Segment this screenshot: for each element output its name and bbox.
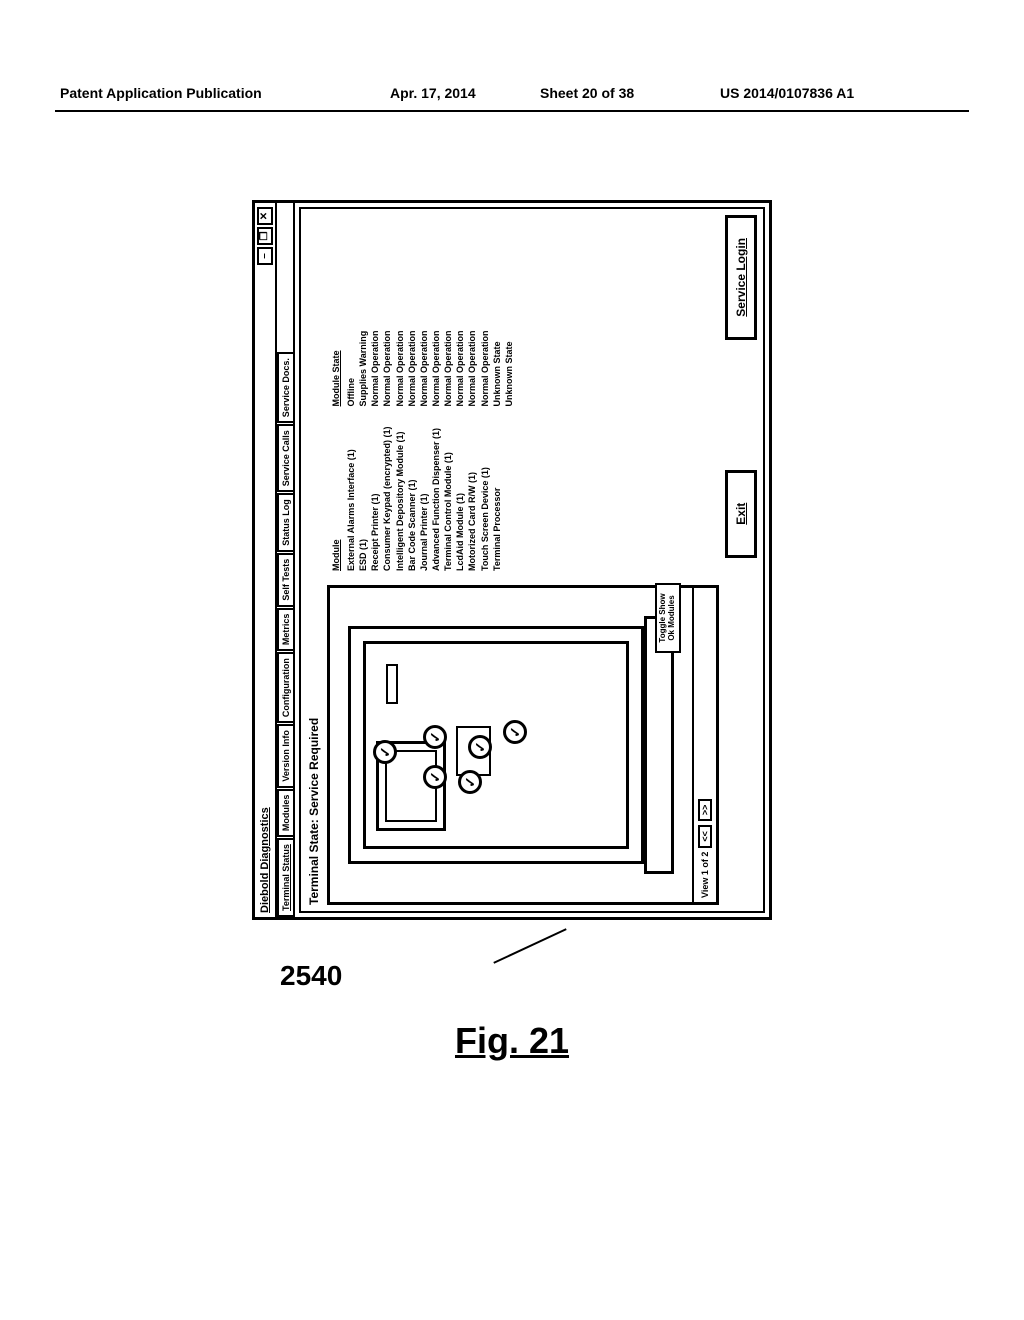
callout-line (493, 928, 566, 964)
atm-view-panel: Toggle Show Ok Modules View 1 of 2 << >> (327, 585, 719, 905)
module-status-icon[interactable] (373, 740, 397, 764)
module-state: Normal Operation (381, 330, 393, 406)
prev-view-button[interactable]: << (698, 825, 712, 848)
module-name: Terminal Control Module (1) (442, 426, 454, 571)
content-area: Terminal State: Service Required (299, 207, 765, 913)
callout-reference: 2540 (280, 960, 342, 992)
module-name: LcdAid Module (1) (454, 426, 466, 571)
module-status-icon[interactable] (458, 770, 482, 794)
maximize-button[interactable]: ❐ (257, 227, 273, 245)
tab-modules[interactable]: Modules (277, 789, 293, 838)
module-name: Intelligent Depository Module (1) (394, 426, 406, 571)
tab-service-docs[interactable]: Service Docs. (277, 352, 293, 423)
terminal-state-label: Terminal State: Service Required (307, 215, 321, 905)
module-status-icon[interactable] (468, 735, 492, 759)
tab-self-tests[interactable]: Self Tests (277, 553, 293, 607)
bottom-button-row: Exit Service Login (725, 215, 757, 905)
atm-base (644, 616, 674, 874)
module-name: Receipt Printer (1) (369, 426, 381, 571)
module-name: Consumer Keypad (encrypted) (1) (381, 426, 393, 571)
tab-status-log[interactable]: Status Log (277, 493, 293, 552)
service-login-button[interactable]: Service Login (725, 215, 757, 340)
toggle-ok-modules-button[interactable]: Toggle Show Ok Modules (655, 583, 681, 653)
main-area: Toggle Show Ok Modules View 1 of 2 << >>… (327, 215, 719, 905)
module-list-panel: Module External Alarms Interface (1) ESD… (327, 215, 719, 575)
figure-label: Fig. 21 (455, 1020, 569, 1062)
module-state: Normal Operation (479, 330, 491, 406)
module-state: Normal Operation (369, 330, 381, 406)
atm-inner (363, 641, 629, 849)
module-column: Module External Alarms Interface (1) ESD… (331, 426, 515, 571)
module-table: Module External Alarms Interface (1) ESD… (331, 219, 515, 571)
publication-number: US 2014/0107836 A1 (720, 85, 854, 101)
exit-button[interactable]: Exit (725, 470, 757, 558)
module-state: Normal Operation (406, 330, 418, 406)
module-name: Bar Code Scanner (1) (406, 426, 418, 571)
module-state: Unknown State (503, 330, 515, 406)
tab-configuration[interactable]: Configuration (277, 652, 293, 723)
module-state: Normal Operation (418, 330, 430, 406)
next-view-button[interactable]: >> (698, 799, 712, 822)
view-navigation: View 1 of 2 << >> (692, 588, 716, 902)
module-name: Motorized Card R/W (1) (466, 426, 478, 571)
diagnostics-window: Diebold Diagnostics – ❐ ✕ Terminal Statu… (252, 200, 772, 920)
state-column: Module State Offline Supplies Warning No… (331, 330, 515, 406)
sheet-number: Sheet 20 of 38 (540, 85, 634, 101)
module-state: Supplies Warning (357, 330, 369, 406)
tab-service-calls[interactable]: Service Calls (277, 424, 293, 492)
atm-slot (386, 664, 398, 704)
titlebar: Diebold Diagnostics – ❐ ✕ (255, 203, 277, 917)
module-state: Normal Operation (454, 330, 466, 406)
tab-terminal-status[interactable]: Terminal Status (277, 838, 293, 917)
module-status-icon[interactable] (423, 725, 447, 749)
module-status-icon[interactable] (423, 765, 447, 789)
module-state: Normal Operation (394, 330, 406, 406)
module-state: Normal Operation (466, 330, 478, 406)
module-name: ESD (1) (357, 426, 369, 571)
module-state: Unknown State (491, 330, 503, 406)
module-state: Normal Operation (430, 330, 442, 406)
tab-version-info[interactable]: Version Info (277, 724, 293, 788)
close-button[interactable]: ✕ (257, 207, 273, 225)
module-name: Terminal Processor (491, 426, 503, 571)
module-column-header: Module (331, 426, 341, 571)
module-state: Offline (345, 330, 357, 406)
module-name: External Alarms Interface (1) (345, 426, 357, 571)
module-name: Touch Screen Device (1) (479, 426, 491, 571)
window-title: Diebold Diagnostics (259, 267, 271, 913)
publication-label: Patent Application Publication (60, 85, 262, 101)
publication-date: Apr. 17, 2014 (390, 85, 476, 101)
minimize-button[interactable]: – (257, 247, 273, 265)
figure-container: Diebold Diagnostics – ❐ ✕ Terminal Statu… (252, 200, 772, 920)
header-divider (55, 110, 969, 112)
module-name: Advanced Function Dispenser (1) (430, 426, 442, 571)
state-column-header: Module State (331, 330, 341, 406)
tab-metrics[interactable]: Metrics (277, 608, 293, 652)
view-counter: View 1 of 2 (700, 852, 710, 898)
module-status-icon[interactable] (503, 720, 527, 744)
tab-bar: Terminal Status Modules Version Info Con… (277, 203, 295, 917)
module-name: Journal Printer (1) (418, 426, 430, 571)
module-state: Normal Operation (442, 330, 454, 406)
atm-illustration (338, 596, 684, 894)
